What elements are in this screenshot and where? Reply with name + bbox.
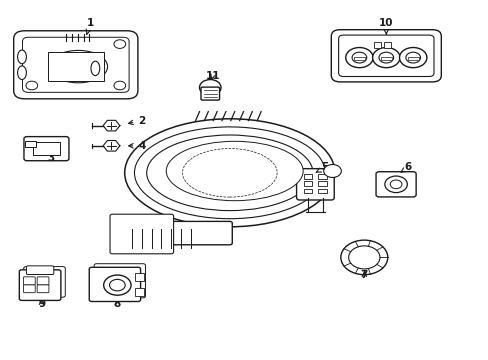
Text: 8: 8: [114, 299, 121, 309]
FancyBboxPatch shape: [338, 35, 433, 77]
FancyBboxPatch shape: [23, 285, 35, 293]
FancyBboxPatch shape: [407, 57, 418, 60]
Circle shape: [26, 81, 38, 90]
FancyBboxPatch shape: [23, 266, 65, 297]
FancyBboxPatch shape: [201, 87, 219, 100]
FancyBboxPatch shape: [26, 266, 54, 274]
FancyBboxPatch shape: [135, 273, 143, 281]
FancyBboxPatch shape: [163, 221, 232, 245]
Ellipse shape: [166, 141, 303, 201]
FancyBboxPatch shape: [48, 52, 103, 81]
FancyBboxPatch shape: [373, 42, 380, 48]
FancyBboxPatch shape: [110, 214, 173, 254]
Ellipse shape: [49, 50, 107, 83]
Circle shape: [405, 52, 420, 63]
Circle shape: [399, 48, 426, 68]
FancyBboxPatch shape: [14, 31, 138, 99]
Circle shape: [378, 52, 393, 63]
FancyBboxPatch shape: [20, 270, 61, 300]
Ellipse shape: [18, 66, 26, 80]
FancyBboxPatch shape: [296, 168, 334, 200]
Text: 3: 3: [48, 150, 55, 163]
FancyBboxPatch shape: [375, 172, 415, 197]
Text: 2: 2: [128, 116, 145, 126]
Ellipse shape: [91, 61, 100, 76]
Ellipse shape: [124, 119, 334, 227]
FancyBboxPatch shape: [33, 142, 60, 155]
FancyBboxPatch shape: [22, 37, 129, 93]
FancyBboxPatch shape: [303, 181, 312, 186]
FancyBboxPatch shape: [318, 174, 326, 179]
FancyBboxPatch shape: [353, 57, 364, 60]
Text: 4: 4: [128, 141, 145, 151]
Ellipse shape: [182, 148, 277, 197]
FancyBboxPatch shape: [384, 42, 390, 48]
Text: 10: 10: [378, 18, 393, 34]
FancyBboxPatch shape: [25, 141, 36, 147]
Circle shape: [351, 52, 366, 63]
Text: 1: 1: [86, 18, 94, 34]
Circle shape: [348, 246, 379, 269]
FancyBboxPatch shape: [37, 277, 49, 285]
FancyBboxPatch shape: [380, 57, 391, 60]
FancyBboxPatch shape: [318, 181, 326, 186]
FancyBboxPatch shape: [331, 30, 440, 82]
Circle shape: [114, 40, 125, 49]
Text: 9: 9: [38, 299, 45, 309]
FancyBboxPatch shape: [89, 267, 141, 302]
Circle shape: [103, 275, 131, 295]
Ellipse shape: [146, 135, 312, 211]
Circle shape: [199, 80, 221, 95]
Circle shape: [384, 176, 407, 193]
Text: 6: 6: [400, 162, 411, 172]
FancyBboxPatch shape: [37, 285, 49, 293]
Circle shape: [389, 180, 401, 189]
Ellipse shape: [18, 50, 26, 64]
FancyBboxPatch shape: [135, 288, 143, 296]
FancyBboxPatch shape: [303, 174, 312, 179]
Text: 11: 11: [205, 71, 220, 81]
Text: 5: 5: [316, 162, 328, 172]
Text: 7: 7: [360, 270, 367, 280]
Ellipse shape: [134, 127, 325, 219]
Circle shape: [323, 165, 341, 177]
Circle shape: [340, 240, 387, 275]
Circle shape: [109, 279, 125, 291]
Circle shape: [372, 48, 399, 68]
Circle shape: [114, 81, 125, 90]
FancyBboxPatch shape: [24, 136, 69, 161]
FancyBboxPatch shape: [94, 264, 145, 298]
FancyBboxPatch shape: [303, 189, 312, 193]
FancyBboxPatch shape: [318, 189, 326, 193]
FancyBboxPatch shape: [23, 277, 35, 285]
Circle shape: [345, 48, 372, 68]
